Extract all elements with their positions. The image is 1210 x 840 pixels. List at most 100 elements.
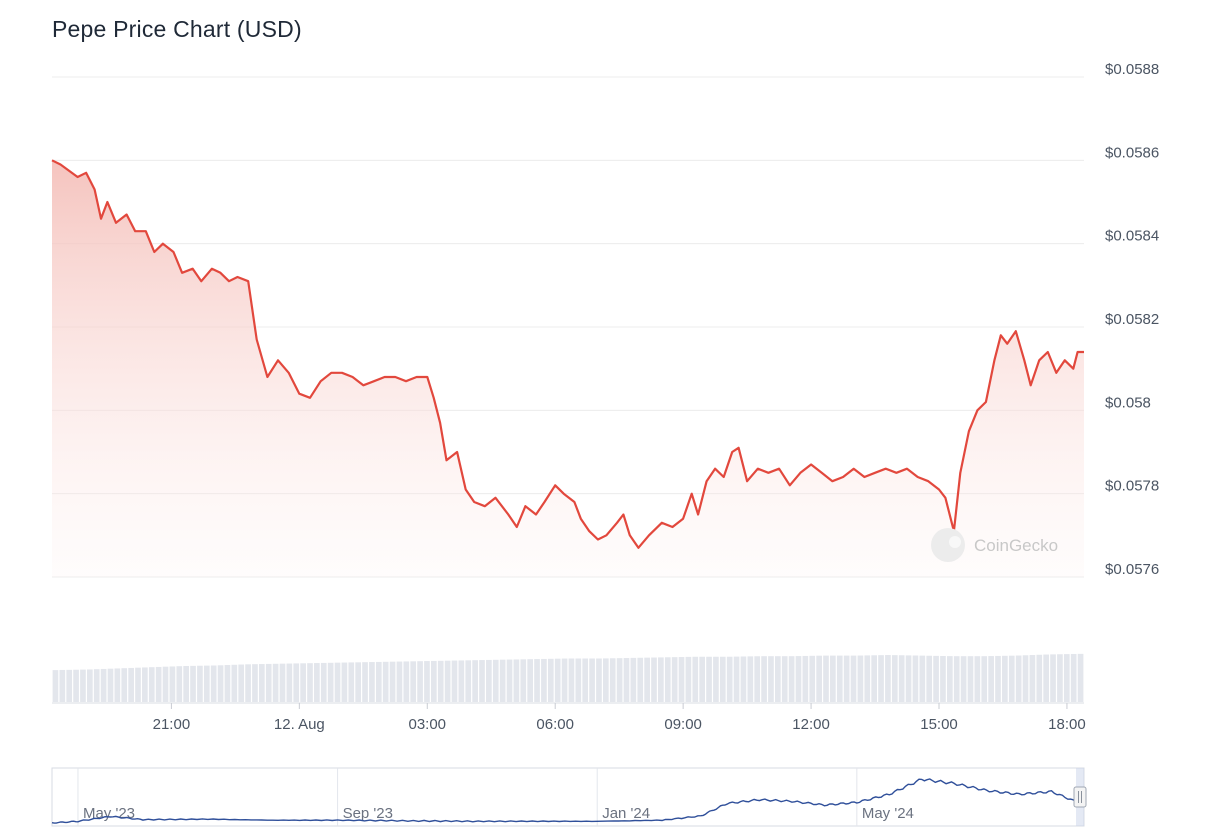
volume-bar: [912, 655, 919, 702]
volume-bar: [479, 660, 485, 702]
volume-bar: [603, 658, 609, 702]
volume-bar: [671, 657, 678, 702]
volume-bar: [224, 665, 231, 702]
x-tick-label: 09:00: [664, 716, 702, 733]
volume-bar: [926, 655, 933, 702]
volume-bar: [609, 658, 616, 702]
volume-bar: [369, 662, 375, 702]
watermark-text: CoinGecko: [974, 536, 1058, 555]
volume-bar: [933, 655, 939, 702]
volume-bar: [80, 669, 86, 702]
volume-bar: [857, 655, 864, 702]
volume-bar: [816, 655, 822, 702]
chart-title: Pepe Price Chart (USD): [52, 16, 302, 42]
navigator-handle[interactable]: [1073, 786, 1087, 808]
x-tick-label: 03:00: [408, 716, 446, 733]
volume-bar: [885, 655, 891, 702]
range-navigator[interactable]: May '23 Sep '23 Jan '24 May '24: [51, 767, 1087, 827]
volume-bar: [733, 656, 740, 702]
volume-bar: [1015, 655, 1022, 702]
volume-bar: [66, 669, 73, 702]
volume-bar: [678, 657, 685, 702]
volume-bar: [905, 655, 912, 702]
volume-bar: [795, 656, 802, 702]
y-tick-label: $0.0586: [1105, 144, 1159, 161]
volume-bar: [87, 669, 93, 702]
volume-bar: [754, 656, 761, 702]
volume-bar: [1036, 654, 1043, 702]
volume-bar: [210, 665, 217, 702]
volume-bar: [568, 658, 575, 702]
volume-bar: [155, 666, 162, 702]
volume-bar: [451, 660, 458, 702]
volume-bar: [355, 662, 361, 702]
volume-bar: [788, 656, 795, 702]
y-tick-label: $0.0578: [1105, 478, 1159, 495]
volume-bar: [293, 663, 300, 702]
volume-bar: [823, 655, 829, 702]
volume-bars: [52, 653, 1084, 702]
volume-bar: [444, 660, 451, 702]
volume-bar: [1063, 654, 1070, 702]
volume-bar: [410, 661, 417, 702]
volume-bar: [437, 660, 444, 702]
volume-bar: [781, 656, 788, 702]
volume-bar: [988, 656, 994, 702]
volume-bar: [644, 657, 650, 702]
volume-bar: [995, 655, 1001, 702]
volume-bar: [534, 659, 540, 702]
volume-bar: [307, 663, 313, 702]
volume-bar: [279, 663, 286, 702]
volume-bar: [52, 670, 59, 702]
coingecko-eye-icon: [949, 536, 961, 548]
volume-bar: [547, 658, 554, 702]
volume-bar: [1043, 654, 1049, 702]
navigator-frame: [51, 767, 1085, 827]
volume-bar: [740, 656, 747, 702]
volume-bar: [713, 656, 719, 702]
volume-bar: [217, 665, 224, 702]
volume-bar: [492, 659, 499, 702]
y-axis: $0.0576 $0.0578 $0.058 $0.0582 $0.0584 $0.058…: [1105, 61, 1159, 578]
volume-bar: [272, 663, 279, 702]
volume-bar: [582, 658, 589, 702]
volume-bar: [238, 664, 245, 702]
volume-bar: [596, 658, 602, 702]
volume-bar: [960, 656, 967, 702]
navigator-line: [51, 778, 1085, 824]
volume-bar: [554, 658, 561, 702]
volume-bar: [1050, 654, 1056, 702]
volume-bar: [348, 662, 355, 702]
volume-bar: [142, 667, 148, 702]
x-tick-label: 12. Aug: [274, 716, 325, 733]
volume-bar: [231, 664, 238, 702]
price-line[interactable]: [51, 159, 1084, 549]
volume-bar: [382, 661, 389, 702]
volume-bar: [362, 662, 368, 702]
volume-bar: [843, 655, 850, 702]
y-tick-label: $0.0582: [1105, 311, 1159, 328]
volume-bar: [300, 663, 306, 702]
volume-bar: [93, 669, 100, 702]
volume-bar: [575, 658, 582, 702]
volume-bar: [898, 655, 905, 702]
volume-bar: [940, 656, 946, 702]
x-tick-label: 12:00: [792, 716, 830, 733]
volume-bar: [486, 659, 492, 702]
volume-bar: [561, 658, 568, 702]
volume-bar: [506, 659, 513, 702]
volume-bar: [396, 661, 403, 702]
coingecko-watermark: CoinGecko: [931, 528, 1058, 562]
price-area: [52, 160, 1084, 578]
navigator-tick-label: Sep '23: [343, 805, 393, 822]
volume-bar: [465, 660, 472, 702]
volume-bar: [1002, 655, 1008, 702]
volume-bar: [637, 657, 644, 702]
volume-bar: [871, 655, 877, 702]
volume-bar: [314, 663, 320, 702]
volume-bar: [121, 668, 128, 702]
volume-bar: [59, 669, 66, 702]
volume-bar: [775, 656, 781, 702]
y-tick-label: $0.0576: [1105, 561, 1159, 578]
